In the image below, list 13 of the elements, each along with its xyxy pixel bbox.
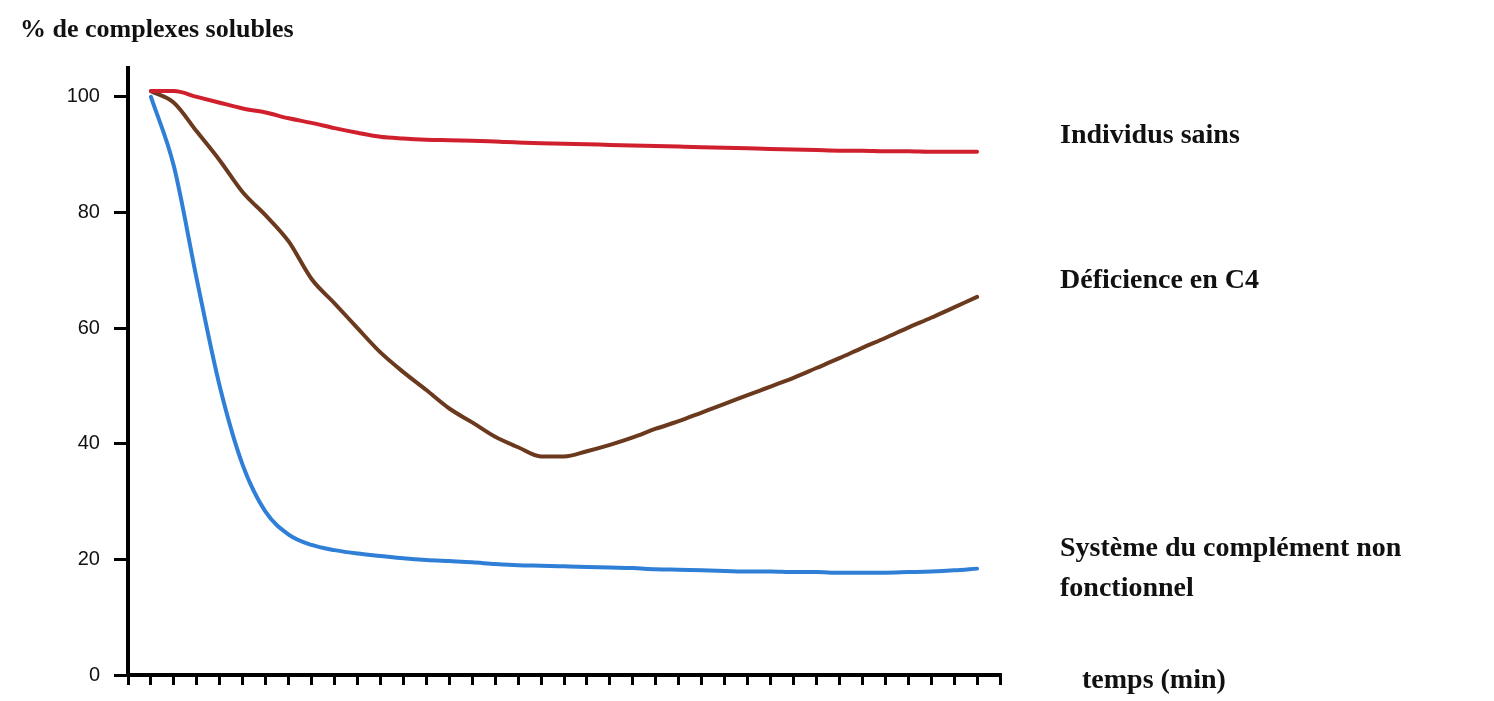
- y-axis-title: % de complexes solubles: [20, 13, 294, 43]
- line-series: [148, 94, 980, 575]
- y-tick-label: 20: [77, 546, 100, 569]
- y-tick-label: 0: [88, 662, 100, 685]
- y-tick-label: 60: [77, 315, 100, 338]
- text: Individus sains: [1060, 118, 1240, 150]
- y-tick-label: 100: [66, 84, 100, 107]
- text: Système du complément non fonctionnel: [1060, 530, 1402, 602]
- text: Déficience en C4: [1060, 263, 1260, 295]
- y-tick-label: 40: [77, 431, 100, 454]
- line-series: [148, 89, 980, 154]
- x-axis-title: temps (min): [1082, 663, 1226, 695]
- y-tick-label: 80: [77, 200, 100, 223]
